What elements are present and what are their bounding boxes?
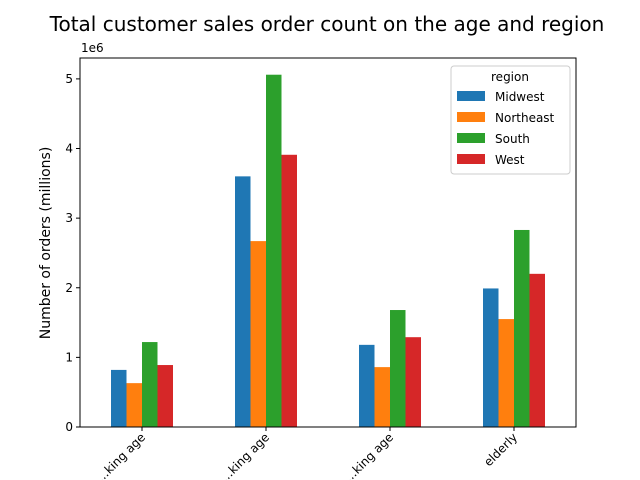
legend: region Midwest Northeast South West [450,65,571,175]
legend-label-west: West [495,153,525,167]
legend-swatch-west [457,154,485,164]
y-axis: 0 1 2 3 4 5 [65,72,80,434]
bar-northeast-2 [374,367,390,427]
bar-northeast-1 [250,241,266,427]
y-tick-label-3: 3 [65,211,73,225]
bar-south-0 [142,342,158,427]
y-tick-label-0: 0 [65,420,73,434]
y-tick-label-1: 1 [65,350,73,364]
legend-label-midwest: Midwest [495,90,545,104]
bar-west-2 [405,337,421,427]
bar-west-0 [157,365,173,427]
legend-label-northeast: Northeast [495,111,555,125]
y-offset-label: 1e6 [81,41,104,55]
x-tick-label-3: elderly [481,430,520,469]
bar-midwest-2 [359,344,375,427]
bar-northeast-0 [126,383,142,427]
legend-swatch-south [457,133,485,143]
x-axis: ...king age ...king age ...king age elderly [94,427,520,480]
bar-midwest-1 [235,176,251,427]
plot-frame [79,57,577,428]
legend-swatch-midwest [457,91,485,101]
legend-swatch-northeast [457,112,485,122]
chart-title: Total customer sales order count on the … [49,12,605,36]
bar-west-3 [529,273,545,427]
x-tick-label-0: ...king age [94,430,149,480]
x-tick-label-1: ...king age [218,430,273,480]
bar-west-1 [281,154,297,427]
x-tick-label-2: ...king age [342,430,397,480]
legend-title: region [491,70,529,84]
y-axis-label: Number of orders (millions) [38,147,54,340]
y-tick-label-5: 5 [65,72,73,86]
bar-south-1 [266,74,282,428]
bar-northeast-3 [498,319,514,427]
bar-midwest-3 [483,288,499,427]
bar-midwest-0 [111,369,127,427]
bars-group [111,74,545,428]
bar-south-3 [514,229,530,427]
y-tick-label-2: 2 [65,281,73,295]
bar-south-2 [390,310,406,427]
legend-label-south: South [495,132,530,146]
y-tick-label-4: 4 [65,142,73,156]
